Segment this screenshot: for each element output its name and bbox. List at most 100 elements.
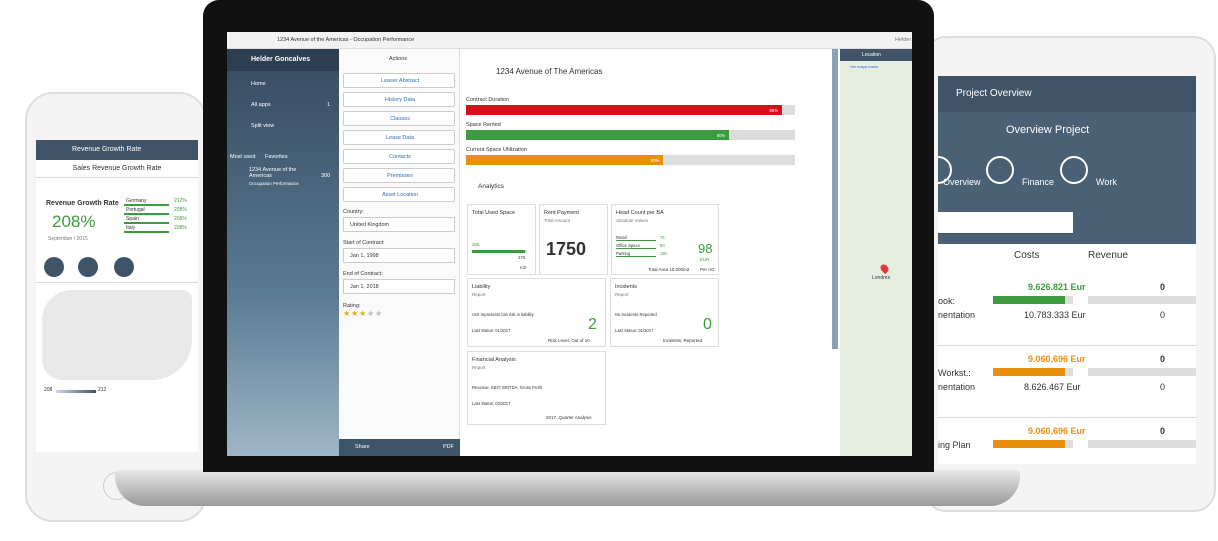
field-input[interactable]: Jan 1, 2018	[343, 279, 455, 294]
cost-top: 9.060.696 Eur	[1028, 426, 1086, 436]
row-name: nentation	[938, 382, 976, 392]
text: 265	[472, 242, 480, 247]
field-label: End of Contract:	[343, 271, 383, 277]
tab-icon[interactable]	[44, 257, 64, 277]
text: EUR	[700, 257, 710, 262]
action-button[interactable]: Lease Data	[343, 130, 455, 145]
nav[interactable]: Home	[251, 81, 266, 87]
field-input[interactable]: United Kingdom	[343, 217, 455, 232]
rev-bottom: 0	[1160, 382, 1166, 392]
progress-label: Current Space Utilization	[466, 147, 527, 153]
progress-fill: 60%	[466, 155, 664, 165]
kpi-date: September / 2015	[48, 236, 88, 242]
action-button[interactable]: Clauses	[343, 111, 455, 126]
text: 0	[703, 316, 712, 333]
action-button[interactable]: Leaser Abstract	[343, 73, 455, 88]
row-name: nentation	[938, 310, 976, 320]
topbar-title: 1234 Avenue of the Americas - Occupation…	[277, 37, 415, 43]
text: Location	[862, 52, 881, 58]
rev-bar	[1088, 440, 1196, 448]
rating: ★ ★ ★ ★ ★	[343, 310, 403, 318]
action-button[interactable]: Premisses	[343, 168, 455, 183]
action-button[interactable]: Contacts	[343, 149, 455, 164]
country-bar	[124, 204, 169, 206]
text: m2	[520, 265, 527, 270]
country-name: Portugal	[126, 207, 145, 213]
cost-bottom: 10.783.333 Eur	[1024, 310, 1086, 320]
item: 1234 Avenue of the Americas	[249, 167, 297, 179]
tab[interactable]: Most used	[230, 154, 256, 160]
text: Last Status: 01/2017	[472, 328, 511, 333]
text: Liability	[472, 284, 491, 290]
progress-track: 60%	[466, 155, 795, 165]
pdf[interactable]: PDF	[443, 444, 454, 450]
item-sub: Occupation Performance	[249, 181, 299, 186]
text: Head Count per BA	[616, 210, 664, 216]
hc-value: 80	[660, 243, 665, 248]
scrollbar	[832, 49, 838, 349]
map-link: Ver mapa maior	[850, 64, 879, 69]
text: Sales Revenue Growth Rate	[72, 165, 162, 172]
cost-fill	[993, 296, 1065, 304]
field-value: Jan 1, 2018	[350, 284, 379, 290]
used-fill	[472, 250, 525, 253]
table-row: Workst.: nentation 9.060.696 Eur 8.626.467 …	[938, 346, 1196, 418]
tab[interactable]: Favorites	[265, 154, 288, 160]
rev-bar	[1088, 368, 1196, 376]
tab-circle[interactable]	[986, 156, 1014, 184]
text: Total Used Space	[472, 210, 516, 216]
share[interactable]: Share	[355, 444, 370, 450]
text: Report	[615, 292, 629, 297]
rev-top: 0	[1160, 282, 1166, 292]
rating-label: Rating:	[343, 303, 361, 309]
map-city: Londres	[872, 275, 891, 281]
text: Report	[472, 365, 486, 370]
tile: Incidents Report No Incidents Reported L…	[610, 278, 719, 347]
country-name: Germany	[126, 198, 147, 204]
user-bar: Helder Goncalves	[227, 49, 339, 71]
map-panel: Location Ver mapa maior Londres	[840, 49, 912, 456]
text: No Incidents Reported	[615, 312, 657, 317]
action-button[interactable]: Asset Location	[343, 187, 455, 202]
text: 98	[698, 241, 713, 256]
hc-bar	[616, 248, 656, 249]
tab-circle[interactable]	[1060, 156, 1088, 184]
text: Incidents, Reported	[663, 338, 703, 343]
phone-header: Revenue Growth Rate	[36, 140, 198, 160]
tab-icon[interactable]	[78, 257, 98, 277]
nav[interactable]: Split view	[251, 123, 275, 129]
field-input[interactable]: Jan 1, 1998	[343, 248, 455, 263]
actions-panel: Actions Leaser Abstract History Data Claus…	[339, 49, 460, 456]
action-button[interactable]: History Data	[343, 92, 455, 107]
hc-bar	[616, 256, 656, 257]
progress-label: Contract Duration	[466, 97, 510, 103]
nav[interactable]: All apps	[251, 102, 271, 108]
tile: Financial Analysis Report Revenue, EBIT,…	[467, 351, 606, 425]
star: ★	[351, 309, 359, 318]
country-list: Germany 212% Portugal 208% Spain 208% Italy 208…	[124, 198, 194, 243]
text: Helder Goncalves	[251, 56, 311, 63]
progress-value: 96%	[769, 108, 778, 113]
action-label: Contacts	[389, 154, 411, 160]
action-label: Clauses	[390, 116, 410, 122]
text: Incidents	[615, 284, 638, 290]
main: 1234 Avenue of The Americas Contract Dur…	[460, 49, 840, 456]
hc-label: Retail	[616, 235, 627, 240]
used-bar	[472, 250, 527, 253]
tablet-header: Project Overview	[938, 76, 1196, 112]
tile: Head Count per BA Absolute Values Retail…	[611, 204, 719, 275]
text: 1750	[546, 239, 587, 259]
rev-bar	[1088, 296, 1196, 304]
country-bar	[124, 231, 169, 233]
table-row: ing Plan 9.060.696 Eur 0	[938, 418, 1196, 464]
progress-fill: 96%	[466, 105, 782, 115]
phone: Revenue Growth Rate Sales Revenue Growth…	[25, 92, 207, 522]
country-name: Italy	[126, 225, 136, 231]
rev-top: 0	[1160, 354, 1166, 364]
country-value: 208%	[174, 225, 187, 231]
tab-bar	[36, 253, 198, 283]
phone-screen: Revenue Growth Rate Sales Revenue Growth…	[36, 140, 198, 452]
tab-icon[interactable]	[114, 257, 134, 277]
text: 2	[588, 316, 597, 333]
text: Absolute Values	[616, 218, 649, 223]
